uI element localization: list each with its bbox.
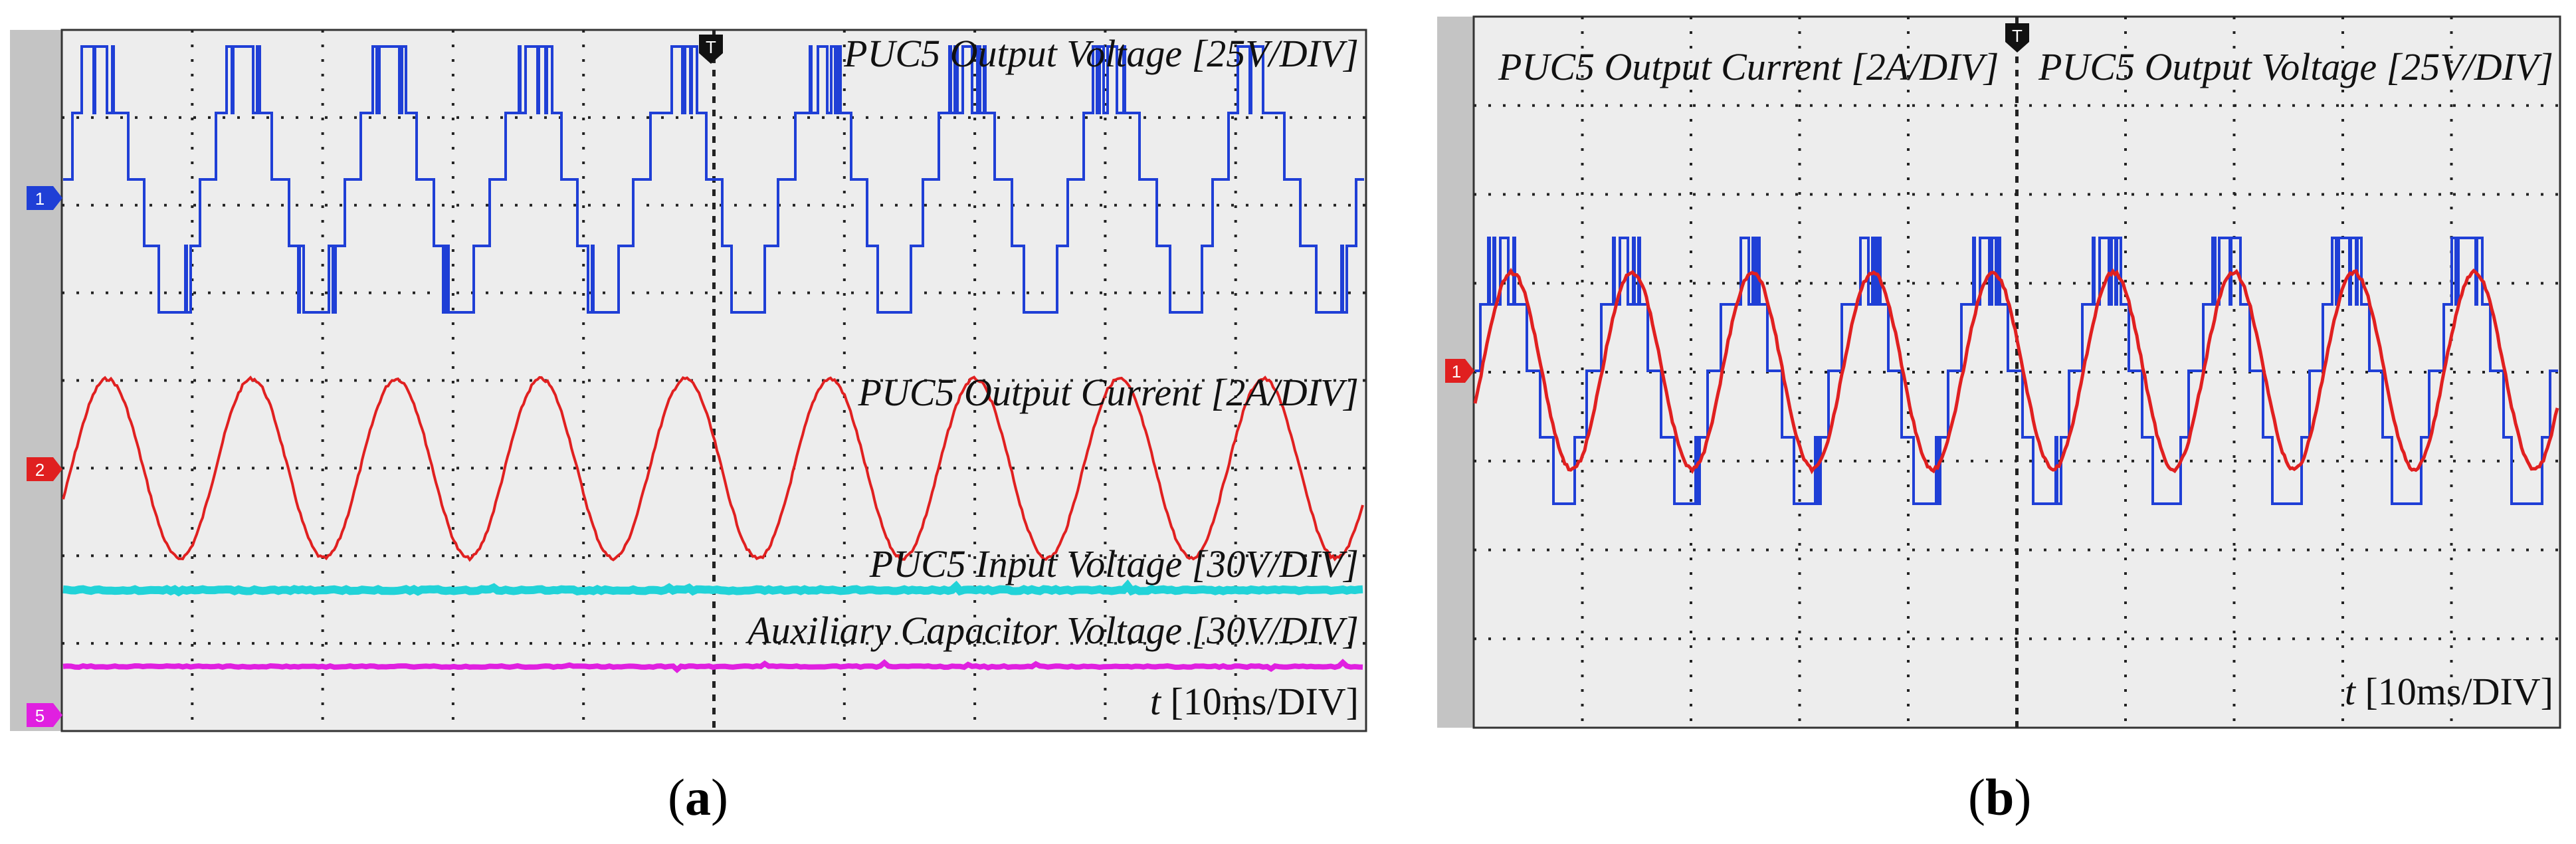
panel-a-aux-voltage-trace [62, 659, 1363, 674]
panel-a-input-voltage-label: PUC5 Input Voltage [30V/DIV] [869, 542, 1359, 585]
panel-b-voltage-label: PUC5 Output Voltage [25V/DIV] [2038, 45, 2553, 88]
panel-a-time-label: t [10ms/DIV] [1150, 680, 1359, 723]
panel-b: 1 T PUC5 Output Current [2A/DIV] PUC5 Ou… [1437, 15, 2561, 729]
panel-a-voltage-label: PUC5 Output Voltage [25V/DIV] [843, 32, 1359, 75]
panel-b-channel-1-marker: 1 [1445, 359, 1474, 383]
panel-a-input-voltage-trace [62, 579, 1363, 597]
caption-b: (b) [1968, 768, 2032, 826]
panel-b-trigger-marker: T [2005, 23, 2029, 53]
svg-text:2: 2 [35, 460, 45, 480]
panel-b-current-label: PUC5 Output Current [2A/DIV] [1498, 45, 1999, 88]
caption-a: (a) [668, 768, 728, 826]
svg-text:T: T [2012, 26, 2023, 46]
panel-b-traces [1473, 237, 2559, 505]
panel-a-channel-5-marker: 5 [27, 703, 62, 727]
panel-a-traces [62, 45, 1364, 674]
svg-text:1: 1 [35, 189, 45, 209]
panel-a-channel-2-marker: 2 [27, 457, 62, 481]
panel-a-trigger-marker: T [699, 35, 723, 64]
panel-a-grid [62, 30, 1366, 731]
panel-a-left-strip [10, 30, 62, 731]
panel-a-current-label: PUC5 Output Current [2A/DIV] [858, 371, 1359, 414]
panel-b-output-voltage-trace [1475, 237, 2558, 505]
panel-a-output-voltage-trace [63, 45, 1364, 314]
panel-b-time-label: t [10ms/DIV] [2345, 670, 2553, 713]
panel-a-aux-voltage-label: Auxiliary Capacitor Voltage [30V/DIV] [745, 609, 1359, 652]
panel-b-output-current-trace [1473, 267, 2559, 475]
panel-a-channel-1-marker: 1 [27, 186, 62, 210]
svg-text:1: 1 [1452, 362, 1461, 381]
panel-a: 1 2 5 T PUC5 Output Voltage [25V/DIV] PU… [10, 29, 1367, 732]
svg-text:5: 5 [35, 706, 45, 726]
svg-text:T: T [706, 37, 716, 57]
panel-a-output-current-trace [62, 375, 1364, 562]
